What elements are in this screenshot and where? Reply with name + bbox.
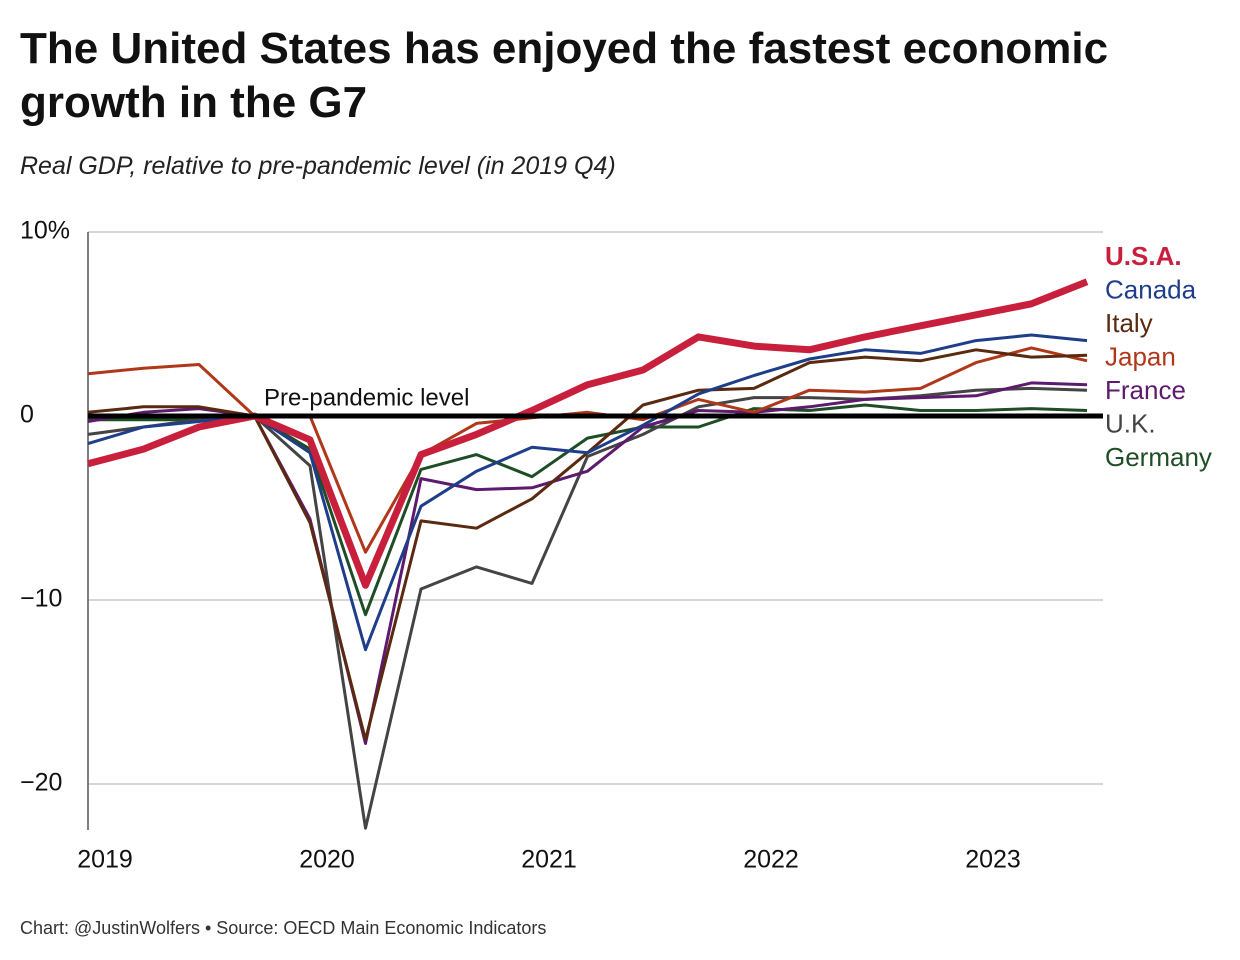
legend-label: U.K. bbox=[1105, 408, 1156, 438]
y-tick-label: 10% bbox=[20, 217, 70, 245]
legend-label: U.S.A. bbox=[1105, 241, 1182, 271]
legend-label: Canada bbox=[1105, 274, 1197, 304]
series-line bbox=[88, 403, 1088, 617]
source-note: Chart: @JustinWolfers • Source: OECD Mai… bbox=[20, 918, 547, 938]
y-tick-label: −20 bbox=[20, 769, 62, 797]
x-tick-label: 2021 bbox=[521, 846, 577, 874]
chart-subtitle: Real GDP, relative to pre-pandemic level… bbox=[20, 152, 616, 180]
legend-label: Japan bbox=[1105, 341, 1176, 371]
y-tick-label: −10 bbox=[20, 585, 62, 613]
x-tick-label: 2022 bbox=[743, 846, 799, 874]
x-tick-label: 2023 bbox=[965, 846, 1021, 874]
chart: 10% 0 −10 −20 2019 2020 2021 2022 2023 Pre-pandem… bbox=[20, 217, 1212, 874]
legend-label: Germany bbox=[1105, 442, 1212, 472]
x-tick-label: 2019 bbox=[77, 846, 133, 874]
legend-label: Italy bbox=[1105, 308, 1153, 338]
series-line bbox=[87, 348, 1088, 742]
legend-label: France bbox=[1105, 375, 1186, 405]
series-line bbox=[87, 346, 1088, 554]
series-line bbox=[87, 278, 1089, 589]
chart-title: The United States has enjoyed the fastes… bbox=[20, 24, 1109, 127]
annotation: Pre-pandemic level bbox=[264, 384, 469, 411]
x-tick-label: 2020 bbox=[299, 846, 355, 874]
y-tick-label: 0 bbox=[20, 401, 34, 429]
